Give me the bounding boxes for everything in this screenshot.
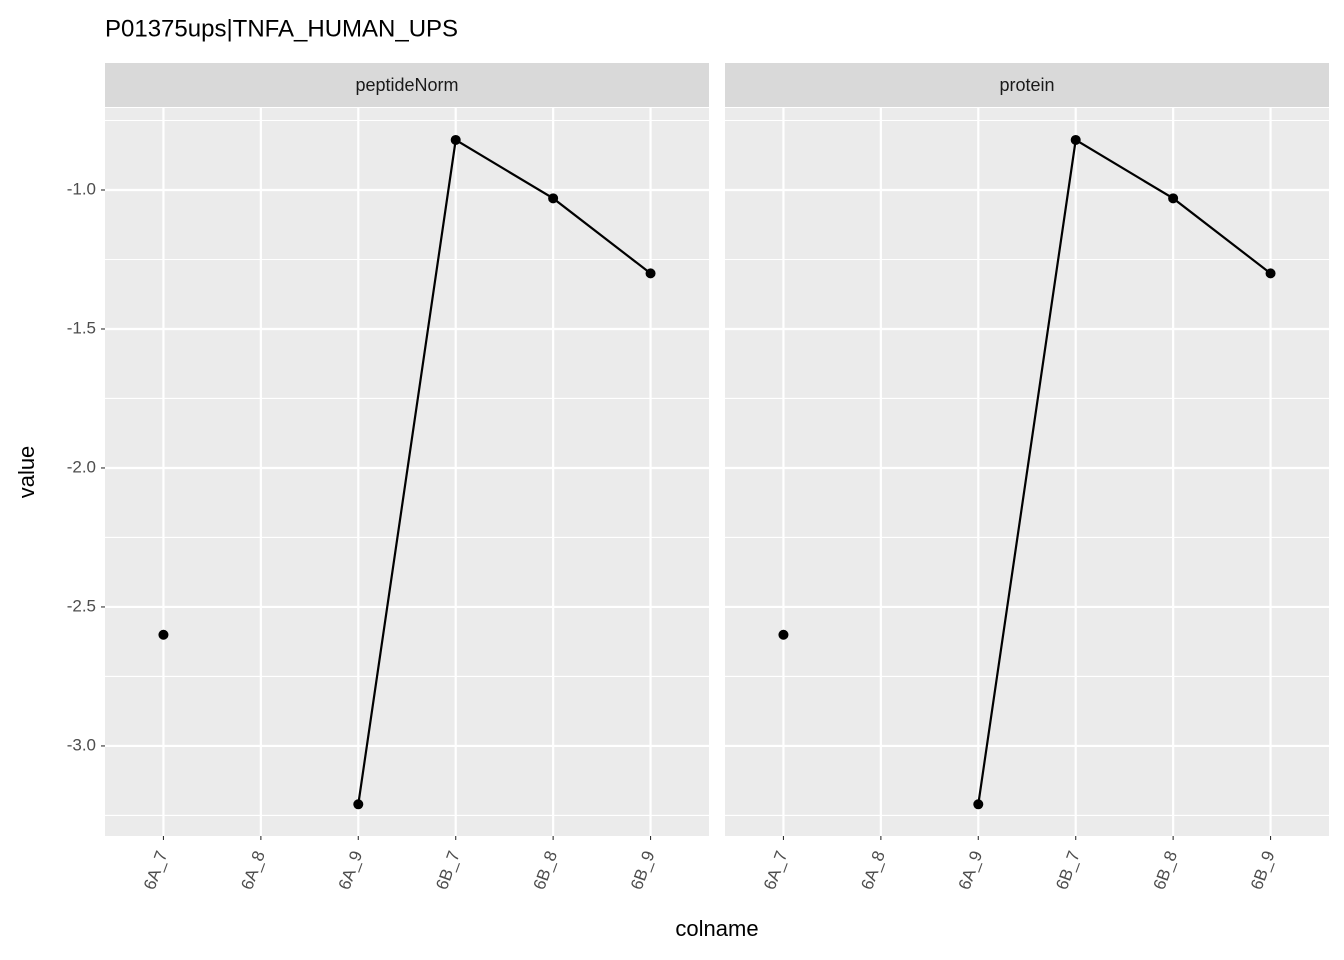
- data-point: [158, 629, 169, 640]
- x-tick-label: 6B_9: [1247, 848, 1278, 892]
- y-tick-label: -1.0: [67, 179, 96, 198]
- y-tick-label: -2.5: [67, 596, 96, 615]
- data-point: [1168, 193, 1179, 204]
- y-tick-label: -2.0: [67, 457, 96, 476]
- series-line: [357, 138, 652, 805]
- y-tick-label: -1.5: [67, 318, 96, 337]
- x-tick-label: 6A_7: [760, 848, 791, 892]
- x-tick-label: 6B_8: [1150, 848, 1181, 892]
- data-point: [1265, 268, 1276, 279]
- strip: [725, 63, 1329, 107]
- x-tick-label: 6A_9: [335, 848, 366, 892]
- data-point: [548, 193, 559, 204]
- x-tick-label: 6A_9: [955, 848, 986, 892]
- x-tick-label: 6A_7: [140, 848, 171, 892]
- x-tick-label: 6A_8: [857, 848, 888, 892]
- x-tick-label: 6B_7: [432, 848, 463, 892]
- data-point: [778, 629, 789, 640]
- y-tick-label: -3.0: [67, 735, 96, 754]
- data-point: [973, 799, 984, 810]
- series-line: [977, 138, 1272, 805]
- chart-title: P01375ups|TNFA_HUMAN_UPS: [105, 15, 458, 42]
- data-point: [1070, 134, 1081, 145]
- data-point: [353, 799, 364, 810]
- x-axis-label: colname: [675, 916, 758, 941]
- x-tick-label: 6B_7: [1052, 848, 1083, 892]
- data-point: [450, 134, 461, 145]
- x-tick-label: 6B_8: [530, 848, 561, 892]
- y-axis-label: value: [14, 446, 39, 499]
- data-point: [645, 268, 656, 279]
- strip-label: peptideNorm: [355, 75, 458, 95]
- x-tick-label: 6B_9: [627, 848, 658, 892]
- strip-label: protein: [999, 75, 1054, 95]
- x-tick-label: 6A_8: [237, 848, 268, 892]
- strip: [105, 63, 709, 107]
